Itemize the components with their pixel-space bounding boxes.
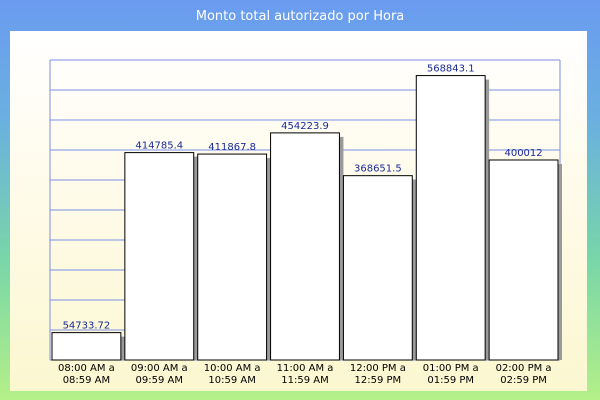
x-tick-label: 12:00 PM a 12:59 PM bbox=[350, 363, 406, 386]
x-tick-label: 11:00 AM a 11:59 AM bbox=[277, 363, 334, 386]
bar bbox=[197, 153, 268, 361]
bar-value-label: 454223.9 bbox=[281, 121, 329, 132]
bar bbox=[51, 332, 122, 361]
x-tick-label: 10:00 AM a 10:59 AM bbox=[204, 363, 261, 386]
bar-value-label: 400012 bbox=[504, 148, 542, 159]
bar-value-label: 411867.8 bbox=[208, 142, 256, 153]
bar-shadow bbox=[412, 179, 417, 360]
bar-shadow bbox=[558, 163, 562, 360]
x-tick-label: 08:00 AM a 08:59 AM bbox=[58, 363, 115, 386]
bar-shadow bbox=[120, 336, 125, 360]
x-tick-label: 09:00 AM a 09:59 AM bbox=[131, 363, 188, 386]
bar-value-label: 414785.4 bbox=[135, 141, 183, 152]
bar-value-label: 568843.1 bbox=[427, 64, 475, 75]
bar bbox=[415, 75, 486, 361]
bar bbox=[124, 152, 195, 361]
bar-shadow bbox=[339, 136, 344, 360]
bar-value-label: 54733.72 bbox=[63, 321, 111, 332]
bar bbox=[270, 132, 340, 361]
bar bbox=[342, 175, 413, 361]
bar-shadow bbox=[193, 156, 198, 360]
bar bbox=[488, 159, 559, 361]
bar-shadow bbox=[266, 158, 271, 360]
x-tick-label: 02:00 PM a 02:59 PM bbox=[496, 363, 552, 386]
x-tick-label: 01:00 PM a 01:59 PM bbox=[423, 363, 479, 386]
bar-value-label: 368651.5 bbox=[354, 164, 402, 175]
chart-title: Monto total autorizado por Hora bbox=[195, 9, 405, 24]
bar-shadow bbox=[485, 79, 490, 360]
